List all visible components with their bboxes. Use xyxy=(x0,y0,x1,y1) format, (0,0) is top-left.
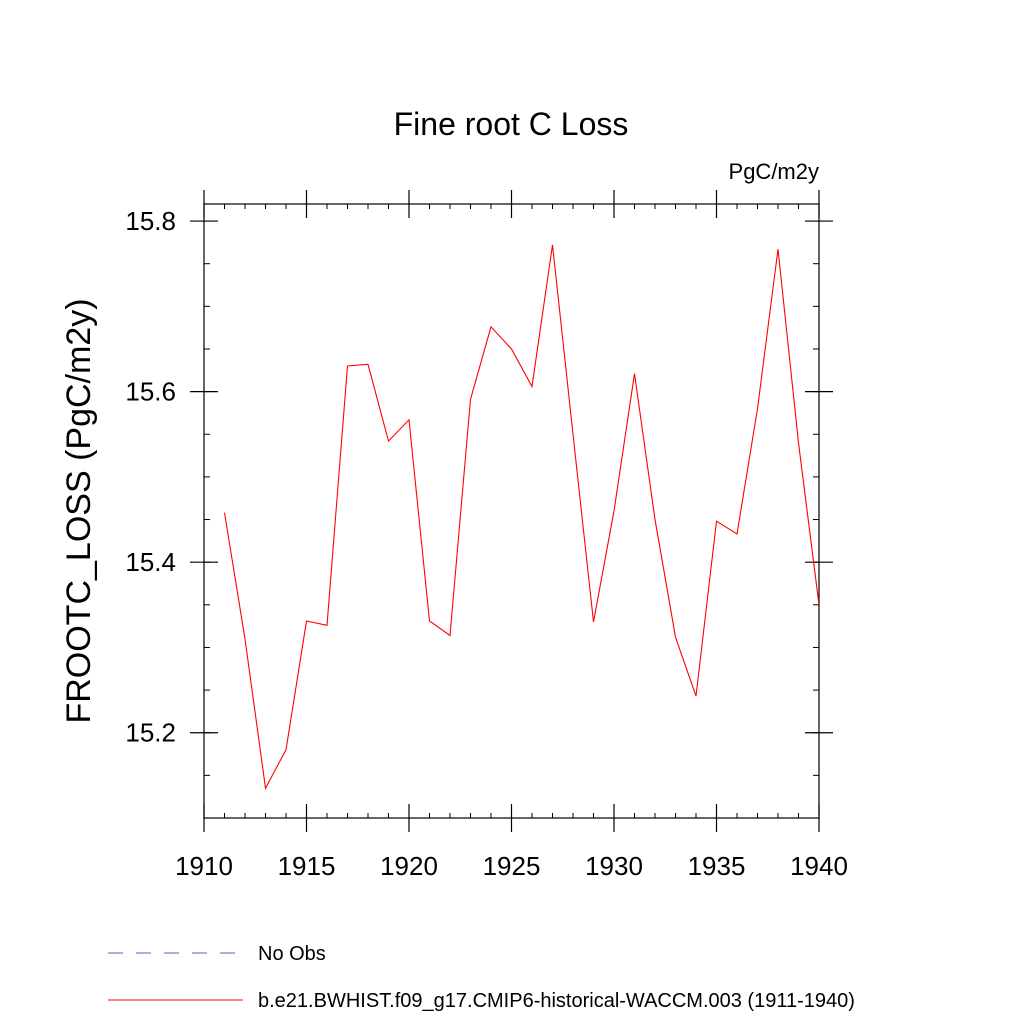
legend-label: b.e21.BWHIST.f09_g17.CMIP6-historical-WA… xyxy=(258,990,855,1012)
y-axis-label: FROOTC_LOSS (PgC/m2y) xyxy=(60,298,98,723)
series-line xyxy=(223,244,819,790)
x-axis: 1910 1915 1920 1925 1930 1935 1940 xyxy=(175,190,848,881)
y-tick-label: 15.2 xyxy=(125,718,176,748)
x-tick-label: 1940 xyxy=(790,851,848,881)
x-tick-label: 1910 xyxy=(175,851,233,881)
plot-frame xyxy=(203,203,820,819)
units-label: PgC/m2y xyxy=(729,159,819,184)
y-tick-label: 15.6 xyxy=(125,377,176,407)
chart-title: Fine root C Loss xyxy=(394,106,629,142)
x-tick-label: 1915 xyxy=(278,851,336,881)
legend-label: No Obs xyxy=(258,943,326,965)
y-axis: 15.2 15.4 15.6 15.8 xyxy=(125,206,833,819)
series-layer xyxy=(223,244,819,790)
y-tick-label: 15.8 xyxy=(125,206,176,236)
x-tick-label: 1920 xyxy=(380,851,438,881)
legend: No Obs b.e21.BWHIST.f09_g17.CMIP6-histori… xyxy=(108,943,855,1012)
x-tick-label: 1925 xyxy=(483,851,541,881)
x-tick-label: 1930 xyxy=(585,851,643,881)
y-tick-label: 15.4 xyxy=(125,547,176,577)
x-tick-label: 1935 xyxy=(688,851,746,881)
